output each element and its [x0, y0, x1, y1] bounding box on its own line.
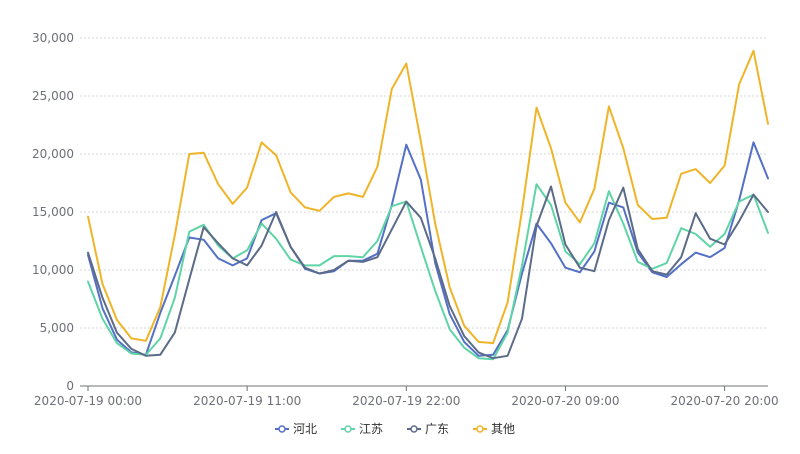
legend-marker-icon — [476, 425, 484, 433]
series-lines — [87, 49, 769, 361]
legend-marker-icon — [410, 425, 418, 433]
series-line-3 — [87, 185, 769, 360]
x-tick-label: 2020-07-19 22:00 — [352, 394, 460, 408]
axes: 0 5,000 10,000 15,000 20,000 25,000 30,000 2020… — [32, 31, 779, 408]
legend-item[interactable]: 广东 — [407, 422, 449, 436]
series-line-4 — [87, 49, 769, 345]
legend-marker-icon — [344, 425, 352, 433]
y-tick-label: 15,000 — [32, 205, 74, 219]
legend-marker-icon — [278, 425, 286, 433]
legend-item[interactable]: 江苏 — [341, 422, 383, 436]
series-line-2 — [87, 183, 769, 361]
legend-item[interactable]: 河北 — [275, 422, 317, 436]
y-tick-label: 5,000 — [40, 321, 74, 335]
y-tick-label: 25,000 — [32, 89, 74, 103]
x-tick-label: 2020-07-19 00:00 — [34, 394, 142, 408]
y-tick-label: 0 — [66, 379, 74, 393]
x-tick-label: 2020-07-19 11:00 — [193, 394, 301, 408]
legend-label: 其他 — [491, 422, 515, 436]
legend-item[interactable]: 其他 — [473, 422, 515, 436]
legend-label: 河北 — [293, 422, 317, 436]
y-tick-label: 10,000 — [32, 263, 74, 277]
y-tick-label: 20,000 — [32, 147, 74, 161]
legend: 河北 江苏 广东 其他 — [275, 422, 515, 436]
series-line-1 — [87, 141, 769, 357]
legend-label: 广东 — [425, 422, 449, 436]
x-tick-label: 2020-07-20 09:00 — [511, 394, 619, 408]
y-tick-label: 30,000 — [32, 31, 74, 45]
legend-label: 江苏 — [359, 422, 383, 436]
x-tick-label: 2020-07-20 20:00 — [671, 394, 779, 408]
